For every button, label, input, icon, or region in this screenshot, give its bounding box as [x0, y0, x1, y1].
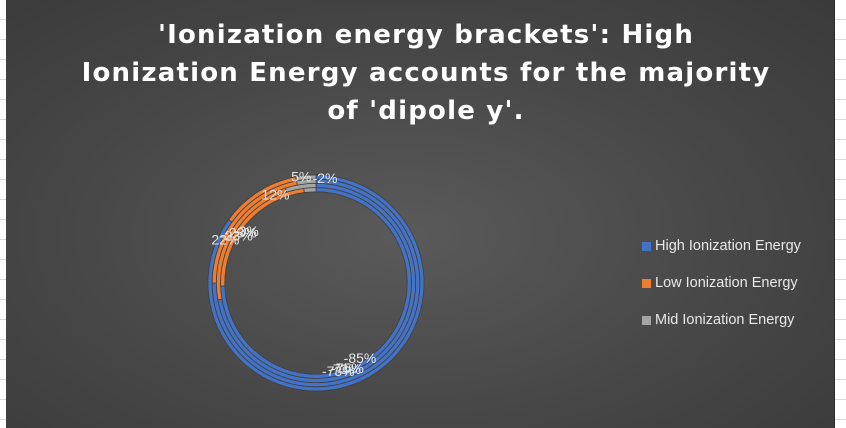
doughnut-rings — [207, 174, 425, 392]
legend-item-mid[interactable]: Mid Ionization Energy — [642, 310, 801, 330]
legend-item-high[interactable]: High Ionization Energy — [642, 236, 801, 256]
legend-swatch-high — [642, 241, 651, 251]
chart-area[interactable]: 'Ionization energy brackets': High Ioniz… — [6, 0, 835, 428]
legend-item-low[interactable]: Low Ionization Energy — [642, 273, 801, 293]
spreadsheet-gridlines-right — [834, 0, 846, 428]
spreadsheet-gridlines-left — [0, 0, 6, 428]
doughnut-chart: -85%-75%-73%-73% 22%-23%-23%-3% 12%5% -2% — [207, 169, 425, 392]
data-label-4: 22% — [211, 231, 239, 247]
chart-title-line-1: 'Ionization energy brackets': High — [157, 20, 695, 50]
data-label-0: -85% — [344, 350, 377, 366]
data-label-3: -73% — [322, 363, 355, 379]
legend: High Ionization Energy Low Ionization En… — [642, 236, 801, 347]
data-label-9: 5% — [291, 169, 311, 185]
data-label-7: -3% — [234, 223, 259, 239]
chart-title-line-2: Ionization Energy accounts for the major… — [81, 58, 771, 88]
legend-label-mid: Mid Ionization Energy — [655, 312, 795, 328]
chart-title: 'Ionization energy brackets': High Ioniz… — [46, 16, 806, 130]
data-label-2: -73% — [328, 361, 361, 377]
doughnut-data-labels: -85%-75%-73%-73% 22%-23%-23%-3% 12%5% -2% — [211, 169, 376, 379]
data-label-1: -75% — [331, 360, 364, 376]
legend-swatch-mid — [642, 315, 651, 325]
data-label-10: -2% — [313, 170, 338, 186]
data-label-5: -23% — [220, 228, 253, 244]
data-label-6: -23% — [224, 225, 257, 241]
data-label-8: 12% — [261, 187, 289, 203]
ring-4-segment-2[interactable] — [303, 187, 317, 193]
legend-swatch-low — [642, 278, 651, 288]
chart-title-line-3: of 'dipole y'. — [327, 96, 525, 126]
legend-label-low: Low Ionization Energy — [655, 275, 798, 291]
legend-label-high: High Ionization Energy — [655, 238, 801, 254]
